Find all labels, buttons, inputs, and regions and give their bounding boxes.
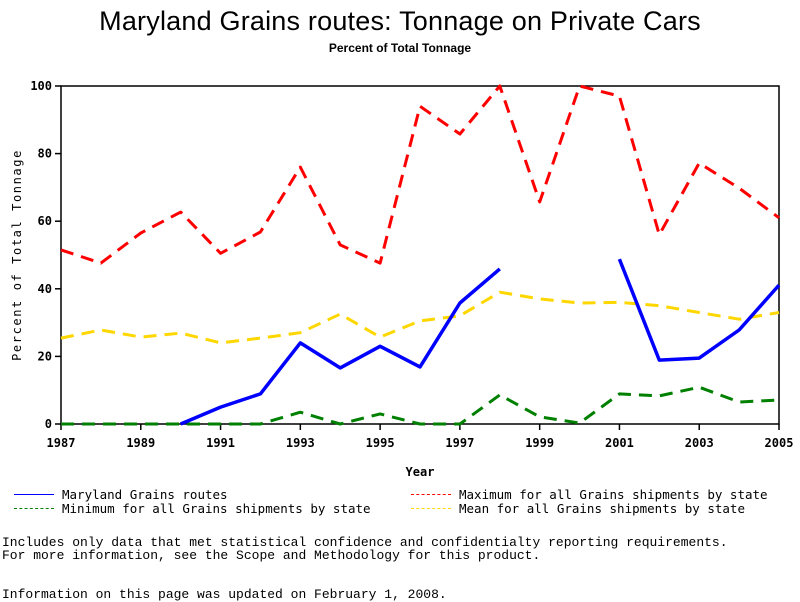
y-tick-label: 80: [38, 147, 52, 161]
y-axis-title: Percent of Total Tonnage: [10, 149, 24, 361]
x-tick-label: 1997: [445, 436, 474, 450]
legend-item-maximum: Maximum for all Grains shipments by stat…: [411, 487, 768, 501]
y-tick-label: 100: [30, 79, 52, 93]
legend-label: Maximum for all Grains shipments by stat…: [459, 487, 768, 502]
x-tick-label: 1991: [206, 436, 235, 450]
legend-item-mean: Mean for all Grains shipments by state: [411, 501, 745, 515]
y-tick-label: 40: [38, 282, 52, 296]
plot-frame: [61, 86, 779, 424]
legend-swatch-dashed-green: [14, 508, 54, 509]
legend-swatch-dashed-red: [411, 494, 451, 495]
y-tick-label: 60: [38, 214, 52, 228]
y-axis: 0 20 40 60 80 100: [30, 79, 61, 431]
series-mean: [61, 292, 779, 343]
x-tick-label: 1995: [366, 436, 395, 450]
legend-label: Mean for all Grains shipments by state: [459, 501, 745, 516]
series-line: [61, 86, 779, 263]
legend: Maryland Grains routes Minimum for all G…: [0, 486, 800, 518]
legend-swatch-dashed-yellow: [411, 508, 451, 509]
series-line: [619, 259, 779, 360]
series-maryland-grains: [181, 259, 779, 424]
legend-item-maryland: Maryland Grains routes: [14, 487, 228, 501]
x-tick-label: 1993: [286, 436, 315, 450]
x-tick-label: 2005: [765, 436, 794, 450]
legend-item-minimum: Minimum for all Grains shipments by stat…: [14, 501, 371, 515]
x-axis: 1987 1989 1991 1993 1995 1997 1999 2001 2003 2005: [47, 424, 794, 450]
x-tick-label: 1989: [126, 436, 155, 450]
x-tick-label: 2001: [605, 436, 634, 450]
series-line: [61, 387, 779, 424]
legend-swatch-solid-blue: [14, 494, 54, 495]
legend-label: Maryland Grains routes: [62, 487, 228, 502]
y-tick-label: 0: [45, 417, 52, 431]
x-tick-label: 1999: [525, 436, 554, 450]
series-layer: [61, 86, 779, 424]
footnote-methodology: For more information, see the Scope and …: [2, 548, 540, 563]
x-tick-label: 2003: [685, 436, 714, 450]
y-tick-label: 20: [38, 349, 52, 363]
x-axis-title: Year: [406, 465, 435, 479]
series-line: [181, 269, 500, 424]
line-chart: 0 20 40 60 80 100 1987 1989 1991 1993 1995 1997 199…: [0, 0, 800, 480]
series-maximum: [61, 86, 779, 263]
series-line: [61, 292, 779, 343]
x-tick-label: 1987: [47, 436, 76, 450]
legend-label: Minimum for all Grains shipments by stat…: [62, 501, 371, 516]
series-minimum: [61, 387, 779, 424]
